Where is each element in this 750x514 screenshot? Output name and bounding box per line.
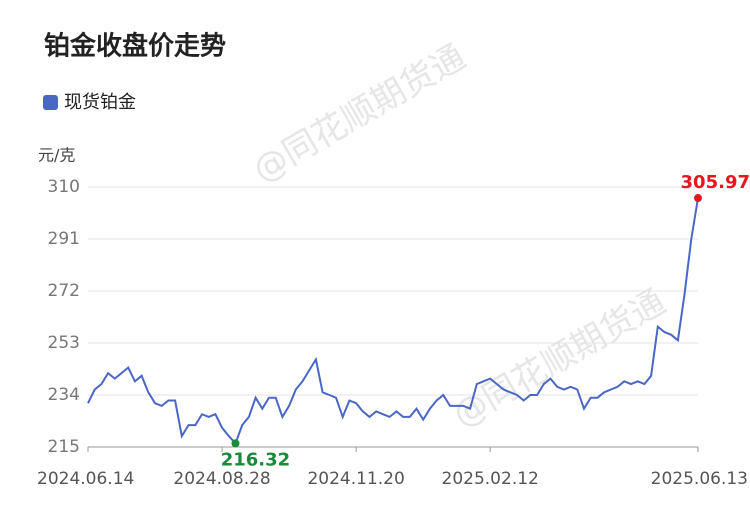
legend-swatch bbox=[43, 95, 58, 110]
x-tick-label: 2024.11.20 bbox=[307, 469, 404, 489]
x-tick-label: 2024.06.14 bbox=[37, 469, 134, 489]
min-point bbox=[231, 439, 240, 448]
y-tick-label: 234 bbox=[48, 385, 80, 405]
y-tick-label: 272 bbox=[48, 281, 80, 301]
y-axis-label: 元/克 bbox=[38, 146, 75, 165]
legend-label: 现货铂金 bbox=[64, 92, 136, 113]
watermark: @同花顺期货通 bbox=[246, 37, 472, 191]
y-tick-label: 215 bbox=[48, 437, 80, 457]
max-label: 305.97 bbox=[681, 172, 750, 193]
min-label: 216.32 bbox=[221, 449, 290, 470]
y-tick-label: 310 bbox=[48, 177, 80, 197]
chart-title: 铂金收盘价走势 bbox=[44, 31, 226, 62]
y-tick-label: 291 bbox=[48, 229, 80, 249]
watermark: @同花顺期货通 bbox=[446, 282, 672, 436]
x-tick-label: 2025.06.13 bbox=[651, 469, 748, 489]
max-point bbox=[694, 194, 702, 203]
y-tick-label: 253 bbox=[48, 333, 80, 353]
x-tick-label: 2025.02.12 bbox=[442, 469, 539, 489]
x-tick-label: 2024.08.28 bbox=[173, 469, 270, 489]
price-line bbox=[87, 197, 699, 446]
